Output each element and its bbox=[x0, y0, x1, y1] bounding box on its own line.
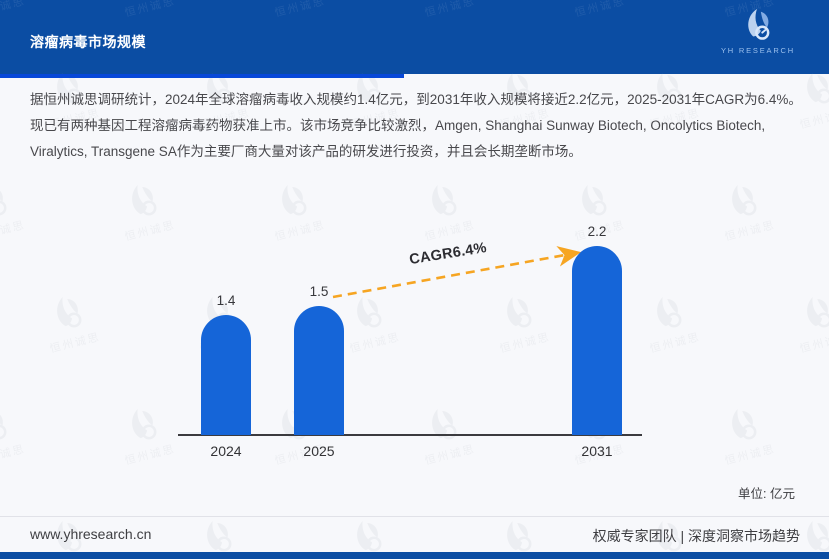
watermark-tile: 恒州诚思 bbox=[310, 58, 431, 74]
category-label-2024: 2024 bbox=[210, 443, 242, 459]
footer-divider bbox=[0, 516, 829, 517]
footer-tagline: 权威专家团队 | 深度洞察市场趋势 bbox=[592, 528, 800, 544]
watermark-tile: 恒州诚思 bbox=[10, 58, 131, 74]
website-link[interactable]: www.yhresearch.cn bbox=[30, 526, 152, 542]
watermark-tile: 恒州诚思 bbox=[460, 58, 581, 74]
bar-2024 bbox=[201, 315, 251, 435]
watermark-text: 恒州诚思 bbox=[273, 0, 327, 20]
header-band: 恒州诚思恒州诚思恒州诚思恒州诚思恒州诚思恒州诚思恒州诚思恒州诚思恒州诚思恒州诚思… bbox=[0, 0, 829, 74]
watermark-tile: 恒州诚思 bbox=[85, 0, 206, 27]
watermark-tile: 恒州诚思 bbox=[385, 0, 506, 27]
watermark-text: 恒州诚思 bbox=[423, 0, 477, 20]
watermark-tile: 恒州诚思 bbox=[760, 58, 829, 74]
watermark-tile: 恒州诚思 bbox=[235, 0, 356, 27]
bar-chart: 1.4 2024 1.5 2025 2.2 2031 CAGR6.4% bbox=[0, 180, 829, 480]
footer: www.yhresearch.cn 权威专家团队 | 深度洞察市场趋势 bbox=[0, 524, 829, 548]
bar-2025 bbox=[294, 306, 344, 435]
page-title: 溶瘤病毒市场规模 bbox=[30, 34, 146, 50]
cagr-trend-arrow bbox=[332, 246, 582, 299]
category-label-2031: 2031 bbox=[581, 443, 613, 459]
watermark-text: 恒州诚思 bbox=[0, 0, 27, 20]
watermark-tile: 恒州诚思 bbox=[160, 58, 281, 74]
watermark-text: 恒州诚思 bbox=[123, 0, 177, 20]
unit-label: 单位: 亿元 bbox=[738, 487, 795, 501]
bar-2031 bbox=[572, 246, 622, 435]
value-label-2031: 2.2 bbox=[587, 224, 607, 239]
category-label-2025: 2025 bbox=[303, 443, 335, 459]
bottom-accent-bar bbox=[0, 552, 829, 559]
watermark-tile: 恒州诚思 bbox=[535, 0, 656, 27]
watermark-text: 恒州诚思 bbox=[573, 0, 627, 20]
yh-research-leaf-icon bbox=[716, 7, 800, 45]
market-summary-paragraph: 据恒州诚思调研统计，2024年全球溶瘤病毒收入规模约1.4亿元，到2031年收入… bbox=[30, 92, 802, 159]
x-axis-line bbox=[178, 434, 642, 436]
watermark-tile: 恒州诚思 bbox=[0, 0, 55, 27]
brand-wordmark: YH RESEARCH bbox=[721, 46, 795, 55]
brand-logo: YH RESEARCH bbox=[716, 7, 800, 55]
value-label-2025: 1.5 bbox=[309, 284, 329, 299]
header-accent-underline bbox=[0, 74, 404, 78]
value-label-2024: 1.4 bbox=[216, 293, 236, 308]
watermark-tile: 恒州诚思 bbox=[610, 58, 731, 74]
